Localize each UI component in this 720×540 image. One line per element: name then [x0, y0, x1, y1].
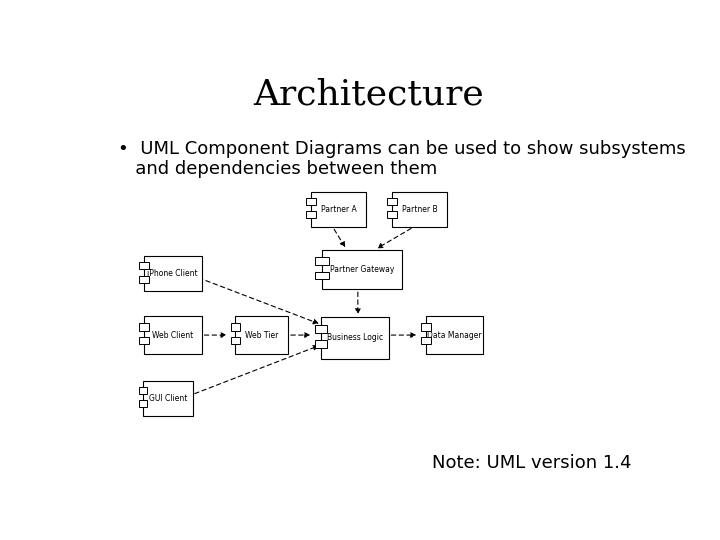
Bar — [138, 400, 148, 407]
Text: •  UML Component Diagrams can be used to show subsystems: • UML Component Diagrams can be used to … — [118, 140, 685, 158]
Bar — [392, 192, 447, 227]
Text: and dependencies between them: and dependencies between them — [118, 160, 437, 178]
Bar — [306, 211, 316, 218]
Bar — [420, 337, 431, 345]
Bar — [315, 272, 329, 280]
Text: GUI Client: GUI Client — [149, 394, 187, 403]
Bar — [235, 316, 288, 354]
Bar — [315, 257, 329, 265]
Bar — [144, 316, 202, 354]
Bar — [230, 337, 240, 345]
Text: Note: UML version 1.4: Note: UML version 1.4 — [432, 454, 631, 472]
Bar — [138, 387, 148, 394]
Bar — [322, 250, 402, 289]
Bar — [144, 256, 202, 292]
Bar — [139, 337, 149, 345]
Bar — [387, 211, 397, 218]
Bar — [139, 323, 149, 330]
Bar — [139, 275, 149, 282]
Bar — [315, 340, 327, 348]
Bar — [311, 192, 366, 227]
Bar — [230, 323, 240, 330]
Bar — [143, 381, 193, 416]
Text: Partner Gateway: Partner Gateway — [330, 265, 395, 274]
Text: iPhone Client: iPhone Client — [148, 269, 198, 278]
Bar — [306, 198, 316, 205]
Text: Business Logic: Business Logic — [327, 334, 383, 342]
Bar — [320, 317, 389, 359]
Bar — [139, 262, 149, 269]
Text: Architecture: Architecture — [253, 77, 485, 111]
Text: Web Client: Web Client — [152, 330, 194, 340]
Text: Partner B: Partner B — [402, 205, 437, 214]
Bar — [315, 325, 327, 333]
Text: Partner A: Partner A — [320, 205, 356, 214]
Text: Data Manager: Data Manager — [427, 330, 482, 340]
Bar — [420, 323, 431, 330]
Bar — [387, 198, 397, 205]
Bar — [426, 316, 483, 354]
Text: Web Tier: Web Tier — [245, 330, 279, 340]
